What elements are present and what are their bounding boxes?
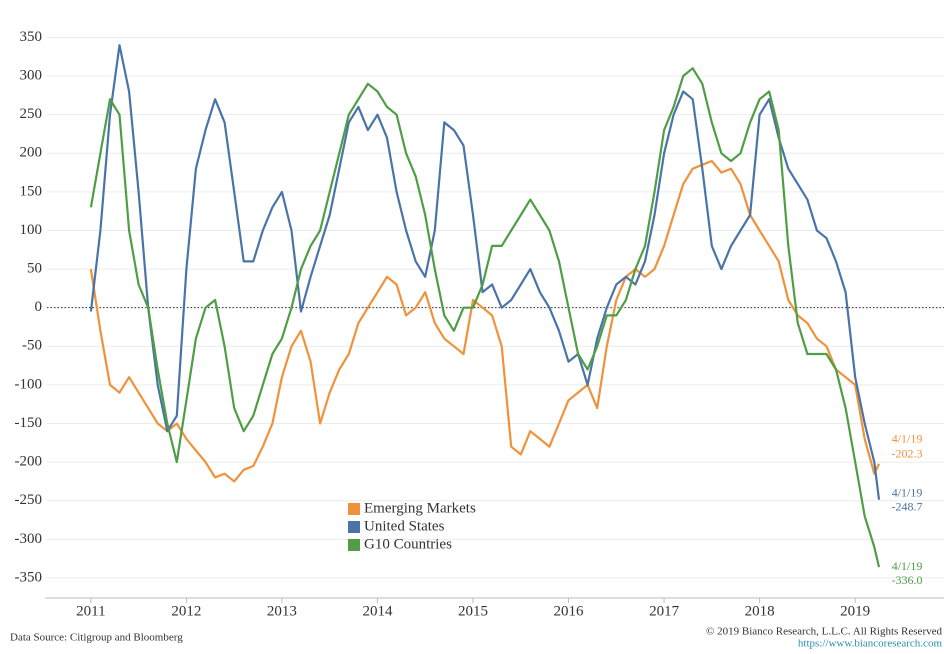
series-line — [89, 44, 881, 500]
end-value: -202.3 — [892, 447, 923, 461]
y-tick-label: -200 — [15, 454, 43, 470]
legend-swatch — [348, 521, 360, 533]
x-tick-label: 2011 — [76, 603, 105, 619]
y-tick-label: -50 — [22, 338, 42, 354]
y-tick-label: -100 — [15, 376, 43, 392]
x-tick-label: 2014 — [362, 603, 393, 619]
series-line — [89, 67, 881, 568]
x-tick-label: 2018 — [745, 603, 775, 619]
x-tick-label: 2015 — [458, 603, 488, 619]
x-tick-label: 2013 — [267, 603, 297, 619]
legend-swatch — [348, 539, 360, 551]
y-tick-label: -300 — [15, 531, 43, 547]
end-date: 4/1/19 — [892, 485, 923, 499]
x-tick-label: 2016 — [554, 603, 585, 619]
y-tick-label: 100 — [20, 222, 43, 238]
y-tick-label: 250 — [20, 106, 43, 122]
y-tick-label: 200 — [20, 145, 43, 161]
end-date: 4/1/19 — [892, 559, 923, 573]
x-tick-label: 2017 — [649, 603, 680, 619]
y-tick-label: -150 — [15, 415, 43, 431]
end-value: -336.0 — [892, 573, 923, 587]
y-tick-label: 0 — [35, 299, 43, 315]
end-date: 4/1/19 — [892, 432, 923, 446]
legend-label: United States — [364, 518, 445, 534]
y-tick-label: -350 — [15, 569, 43, 585]
copyright: © 2019 Bianco Research, L.L.C. All Right… — [706, 626, 942, 638]
legend-label: Emerging Markets — [364, 500, 476, 516]
legend-label: G10 Countries — [364, 536, 452, 552]
series-line — [89, 159, 880, 483]
legend-swatch — [348, 503, 360, 515]
end-value: -248.7 — [892, 499, 923, 513]
source: Data Source: Citigroup and Bloomberg — [10, 632, 183, 644]
y-tick-label: 50 — [27, 261, 42, 277]
x-tick-label: 2019 — [840, 603, 870, 619]
x-tick-label: 2012 — [171, 603, 201, 619]
y-tick-label: 300 — [20, 67, 43, 83]
y-tick-label: 150 — [20, 183, 43, 199]
url[interactable]: https://www.biancoresearch.com — [798, 638, 943, 650]
y-tick-label: -250 — [15, 492, 43, 508]
y-tick-label: 350 — [20, 29, 43, 45]
